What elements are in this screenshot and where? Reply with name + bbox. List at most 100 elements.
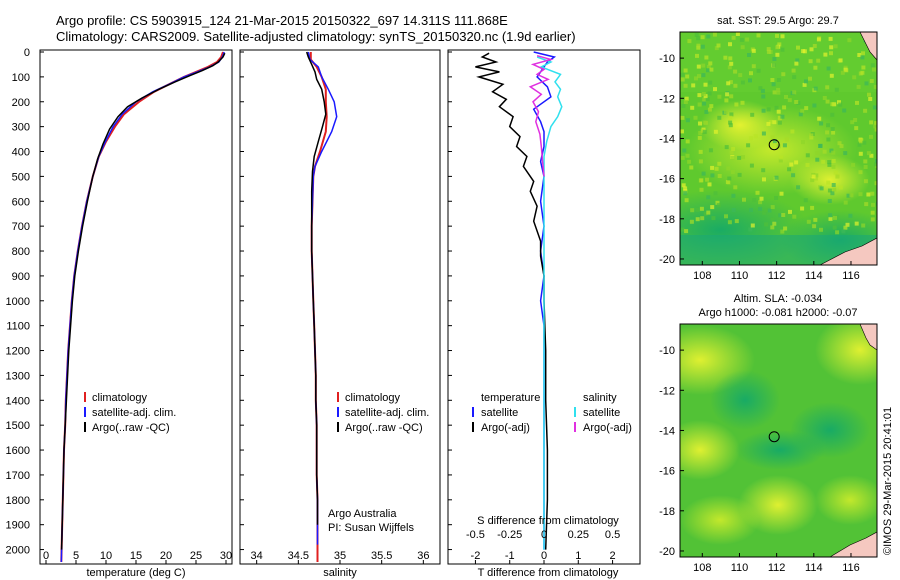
sst-pixel [815, 157, 820, 162]
sst-pixel [698, 149, 703, 154]
diff-series-salinity-satellite [536, 56, 563, 550]
diff-xtick-label: 2 [610, 550, 616, 562]
sst-pixel [703, 82, 708, 87]
sst-pixel [813, 86, 818, 91]
sst-pixel [846, 193, 851, 198]
sla-xtick-label: 112 [768, 562, 786, 574]
temp-xtick-label: 5 [73, 550, 79, 562]
sst-pixel [829, 45, 834, 50]
sst-pixel [781, 213, 786, 217]
sal-series-argo-raw-qc [305, 51, 327, 525]
sst-pixel [819, 227, 823, 232]
sst-pixel [782, 143, 787, 148]
sst-pixel [704, 110, 709, 114]
sst-pixel [814, 173, 819, 178]
sst-pixel [681, 104, 686, 108]
sst-pixel [809, 47, 814, 52]
sst-pixel [756, 33, 761, 38]
sst-pixel [680, 72, 685, 77]
sst-pixel [730, 170, 735, 175]
sst-pixel [779, 191, 784, 196]
sst-ytick-label: -12 [659, 93, 675, 105]
sst-pixel [774, 175, 779, 180]
sst-pixel [723, 55, 728, 60]
temp-legend-climatology: climatology [92, 392, 148, 404]
sst-pixel [748, 78, 752, 83]
sst-pixel [702, 120, 707, 125]
sst-pixel [828, 36, 833, 41]
sst-pixel [734, 219, 739, 224]
sst-pixel [708, 61, 713, 66]
sst-pixel [680, 227, 685, 232]
sst-pixel [828, 213, 833, 218]
sst-pixel [849, 193, 854, 198]
sst-pixel [777, 42, 782, 47]
sst-pixel [794, 61, 799, 66]
temperature-panel [39, 49, 233, 565]
sst-pixel [739, 37, 744, 42]
sst-pixel [831, 164, 836, 169]
sst-pixel [789, 162, 794, 167]
sst-pixel [830, 191, 835, 196]
sst-pixel [702, 101, 707, 106]
sst-pixel [873, 124, 877, 129]
diff-xtick-label: 1 [575, 550, 581, 562]
temperature-chart: 0 5 10 15 20 25 300100200300400500600700800900… [6, 47, 232, 564]
sst-pixel [854, 221, 859, 226]
sst-pixel [683, 83, 688, 88]
sst-pixel [699, 178, 704, 183]
sst-pixel [810, 205, 815, 210]
sla-ytick-label: -16 [659, 466, 675, 478]
sst-pixel [766, 121, 771, 126]
sst-pixel [729, 94, 734, 99]
sst-pixel [780, 229, 785, 234]
sst-pixel [701, 171, 706, 176]
sst-pixel [724, 145, 729, 150]
sst-pixel [728, 42, 732, 47]
diff-legend-sal-satellite: satellite [583, 407, 620, 419]
depth-tick-label: 1900 [6, 520, 30, 532]
sst-pixel [698, 159, 703, 164]
sst-pixel [782, 105, 787, 110]
sst-pixel [817, 116, 822, 121]
sst-pixel [696, 64, 701, 69]
sst-pixel [835, 215, 840, 219]
sst-pixel [852, 75, 857, 80]
depth-tick-label: 500 [12, 171, 30, 183]
sst-pixel [709, 67, 714, 72]
sst-pixel [780, 114, 785, 119]
sst-pixel [740, 100, 745, 105]
depth-tick-label: 2000 [6, 545, 30, 557]
sst-pixel [861, 51, 865, 56]
sst-pixel [811, 174, 816, 179]
sst-pixel [831, 130, 836, 135]
sst-pixel [819, 186, 824, 191]
sla-map-title: Altim. SLA: -0.034 [734, 293, 823, 305]
sst-pixel [710, 165, 715, 170]
sst-pixel [706, 34, 711, 39]
sst-pixel [861, 65, 866, 70]
sst-pixel [724, 98, 729, 103]
sst-pixel [843, 151, 848, 156]
depth-tick-label: 300 [12, 122, 30, 134]
sst-pixel [699, 206, 704, 211]
sst-pixel [812, 103, 817, 108]
sst-pixel [709, 104, 714, 109]
sst-pixel [701, 63, 706, 68]
sst-pixel [838, 102, 843, 107]
sst-pixel [772, 221, 777, 226]
sst-pixel [758, 206, 763, 211]
sst-pixel [696, 43, 701, 48]
sst-pixel [695, 53, 699, 58]
depth-tick-label: 1700 [6, 470, 30, 482]
header-line-2: Climatology: CARS2009. Satellite-adjuste… [56, 29, 576, 44]
sst-pixel [716, 203, 721, 208]
sst-pixel [752, 198, 757, 202]
diff-xtick-label: -1 [505, 550, 515, 562]
sst-pixel [680, 155, 685, 160]
depth-tick-label: 1800 [6, 495, 30, 507]
sst-pixel [800, 206, 805, 211]
sst-pixel [777, 115, 782, 120]
sst-pixel [834, 87, 839, 92]
sst-pixel [727, 65, 732, 70]
